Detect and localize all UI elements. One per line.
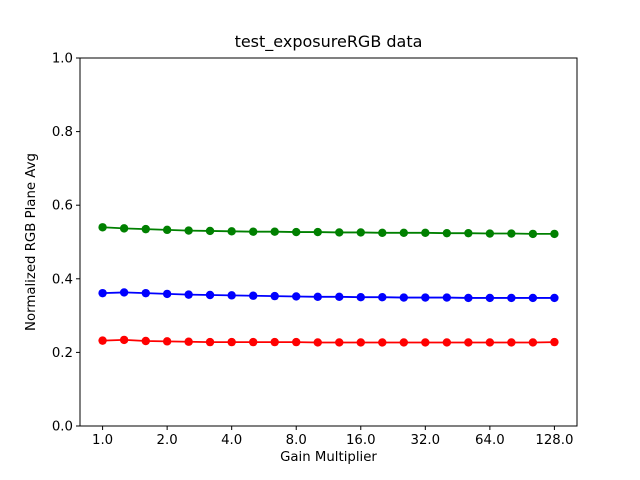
data-point-red (528, 338, 538, 347)
data-point-green (227, 227, 236, 236)
data-point-green (507, 229, 516, 238)
data-point-green (313, 227, 322, 237)
data-point-red (313, 338, 322, 347)
data-point-red (335, 338, 344, 347)
data-point-green (119, 224, 129, 233)
data-point-blue (98, 288, 107, 298)
x-tick-label: 128.0 (535, 433, 573, 448)
data-point-red (464, 338, 473, 347)
data-point-red (184, 337, 193, 346)
data-point-blue (335, 292, 344, 302)
data-point-blue (270, 291, 279, 301)
data-point-green (205, 226, 215, 236)
x-axis-label: Gain Multiplier (280, 450, 377, 465)
data-point-red (356, 338, 365, 347)
data-point-red (485, 338, 495, 347)
data-point-blue (399, 293, 409, 302)
y-tick-label: 1.0 (52, 52, 73, 67)
data-point-red (270, 337, 279, 347)
x-tick-label: 8.0 (286, 433, 307, 448)
data-point-green (421, 228, 430, 237)
data-point-blue (464, 293, 473, 303)
data-point-red (98, 336, 107, 345)
data-point-blue (141, 288, 150, 298)
data-point-red (227, 337, 236, 347)
data-point-green (399, 228, 409, 237)
data-point-red (162, 337, 172, 346)
y-tick-label: 0.2 (52, 346, 73, 361)
y-tick-label: 0.4 (52, 272, 73, 287)
data-point-blue (421, 293, 430, 302)
data-point-red (292, 337, 301, 347)
series-line-blue (102, 291, 555, 299)
data-point-red (378, 338, 387, 347)
x-tick-label: 32.0 (411, 433, 441, 448)
data-point-red (421, 338, 430, 347)
data-point-red (507, 338, 516, 347)
data-point-blue (485, 293, 495, 303)
data-point-green (184, 226, 193, 235)
data-point-red (141, 336, 150, 346)
x-tick-label: 64.0 (475, 433, 505, 448)
data-point-blue (227, 291, 236, 300)
chart-title: test_exposureRGB data (234, 32, 423, 51)
data-point-green (162, 225, 172, 235)
data-point-green (528, 229, 538, 239)
data-point-blue (378, 293, 387, 302)
data-point-green (249, 227, 258, 236)
data-point-red (205, 337, 215, 347)
series-line-green (102, 226, 555, 235)
data-point-blue (507, 293, 516, 303)
axes-frame (79, 57, 578, 427)
data-point-blue (356, 293, 365, 302)
data-point-green (292, 227, 301, 237)
data-point-green (270, 227, 279, 236)
data-point-green (464, 228, 473, 238)
data-point-blue (550, 293, 559, 303)
data-point-green (378, 228, 387, 237)
data-point-blue (442, 293, 452, 302)
y-tick-label: 0.6 (52, 199, 73, 214)
x-tick-label: 2.0 (157, 433, 178, 448)
data-point-green (335, 228, 344, 237)
data-point-red (550, 337, 559, 347)
x-tick-label: 4.0 (221, 433, 242, 448)
data-point-blue (292, 292, 301, 301)
data-point-green (550, 229, 559, 239)
y-tick-label: 0.0 (52, 420, 73, 435)
y-tick-label: 0.8 (52, 125, 73, 140)
data-point-blue (184, 290, 193, 299)
data-point-green (485, 229, 495, 238)
data-point-red (442, 338, 452, 347)
data-point-green (356, 228, 365, 237)
data-point-blue (162, 289, 172, 299)
data-point-blue (205, 290, 215, 300)
data-point-green (98, 223, 107, 232)
data-point-blue (119, 288, 129, 297)
data-point-red (399, 338, 409, 347)
data-point-blue (528, 293, 538, 303)
data-point-blue (313, 292, 322, 302)
data-point-green (141, 224, 150, 234)
data-point-blue (249, 291, 258, 300)
data-point-green (442, 228, 452, 238)
data-point-red (119, 335, 129, 345)
series-line-red (102, 338, 555, 344)
data-point-red (249, 337, 258, 347)
x-tick-label: 16.0 (346, 433, 376, 448)
x-tick-label: 1.0 (92, 433, 113, 448)
